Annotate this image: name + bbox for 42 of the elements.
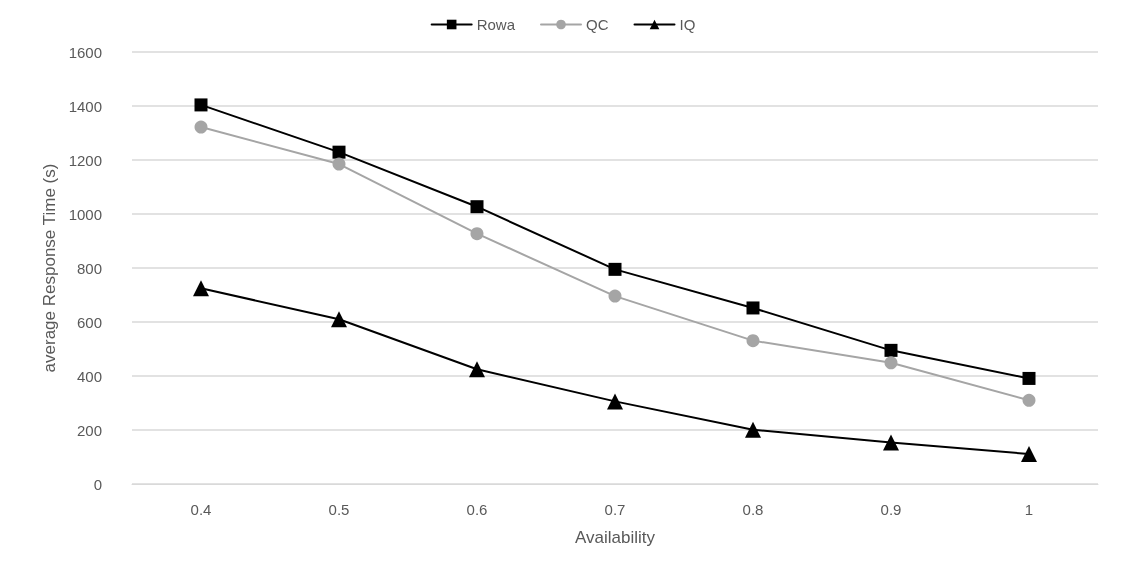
point — [883, 434, 899, 451]
point — [331, 311, 347, 328]
point — [194, 98, 208, 112]
x-tick-label: 0.7 — [604, 501, 626, 518]
point — [470, 227, 484, 241]
y-tick-label: 1600 — [68, 43, 102, 61]
x-tick-label: 0.4 — [190, 501, 212, 518]
x-axis-title: Availability — [574, 528, 656, 547]
point — [608, 289, 622, 303]
point — [745, 421, 761, 438]
y-tick-label: 400 — [76, 367, 102, 385]
point — [746, 334, 760, 348]
point — [332, 145, 346, 159]
y-axis-title: average Response Time (s) — [39, 163, 59, 373]
legend-label: Rowa — [476, 16, 516, 33]
y-tick-label: 800 — [76, 259, 102, 277]
y-tick-label: 0 — [93, 475, 102, 493]
y-tick-label: 1000 — [68, 205, 102, 223]
x-tick-label: 0.8 — [742, 501, 764, 518]
y-tick-label: 1200 — [68, 151, 102, 169]
point — [193, 280, 209, 297]
point — [884, 343, 898, 357]
x-tick-label: 0.9 — [880, 501, 902, 518]
point — [1022, 371, 1036, 385]
y-tick-label: 600 — [76, 313, 102, 331]
point — [469, 361, 485, 378]
point — [608, 262, 622, 276]
x-tick-label: 0.6 — [466, 501, 488, 518]
y-tick-label: 200 — [76, 421, 102, 439]
x-tick-label: 0.5 — [328, 501, 350, 518]
point — [746, 301, 760, 315]
x-tick-label: 1 — [1024, 501, 1034, 518]
point — [194, 120, 208, 134]
point — [1022, 393, 1036, 407]
point — [332, 157, 346, 171]
point — [884, 356, 898, 370]
legend-label: QC — [586, 16, 609, 33]
point — [470, 200, 484, 214]
legend-label: IQ — [679, 16, 696, 33]
point — [1021, 446, 1037, 463]
point — [607, 393, 623, 410]
y-tick-label: 1400 — [68, 97, 102, 115]
